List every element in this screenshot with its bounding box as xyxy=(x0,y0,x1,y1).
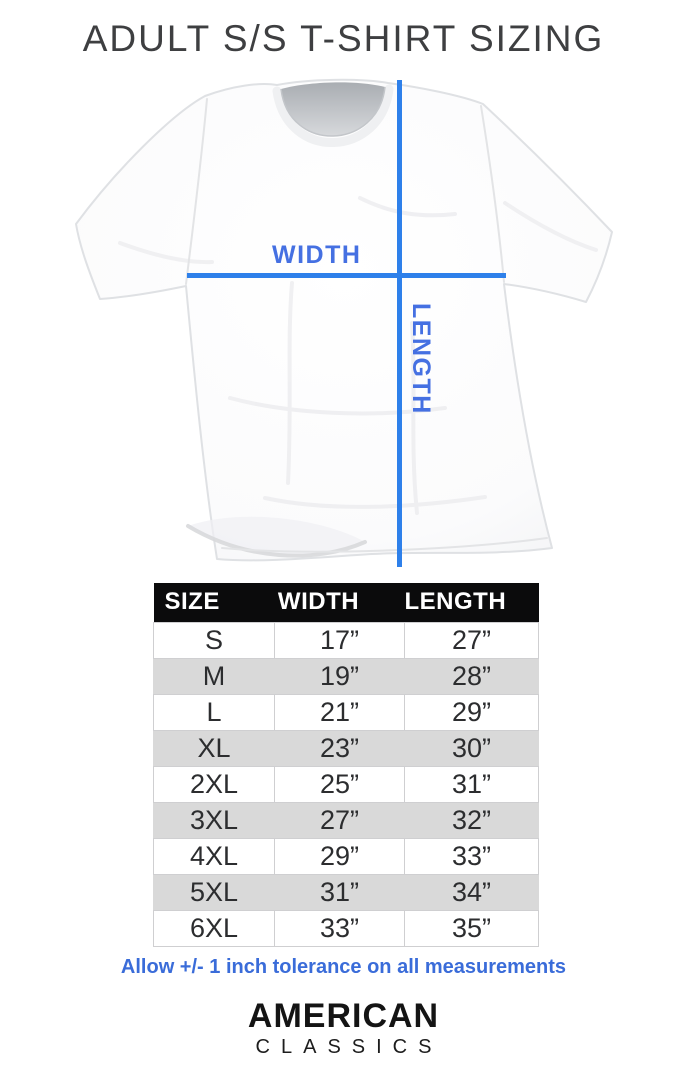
table-row: S 17” 27” xyxy=(153,621,539,659)
length-line xyxy=(397,80,402,567)
table-header-size: SIZE xyxy=(153,583,275,622)
width-cell: 23” xyxy=(274,729,405,767)
shirt-collar-opening xyxy=(281,82,385,137)
length-cell: 35” xyxy=(404,909,539,947)
width-cell: 21” xyxy=(274,693,405,731)
width-label: WIDTH xyxy=(272,241,362,269)
shirt-hem-fold xyxy=(188,516,365,556)
table-row: 5XL 31” 34” xyxy=(153,873,539,911)
length-label: LENGTH xyxy=(407,303,435,415)
length-cell: 32” xyxy=(404,801,539,839)
size-cell: 6XL xyxy=(153,909,275,947)
table-row: 3XL 27” 32” xyxy=(153,801,539,839)
shirt-collar-rim xyxy=(280,86,386,137)
tshirt-graphic xyxy=(75,78,613,562)
width-cell: 29” xyxy=(274,837,405,875)
width-cell: 27” xyxy=(274,801,405,839)
table-row: M 19” 28” xyxy=(153,657,539,695)
table-row: 6XL 33” 35” xyxy=(153,909,539,947)
length-cell: 29” xyxy=(404,693,539,731)
length-cell: 28” xyxy=(404,657,539,695)
width-cell: 25” xyxy=(274,765,405,803)
shirt-collar-band xyxy=(272,84,394,147)
size-cell: M xyxy=(153,657,275,695)
size-cell: S xyxy=(153,621,275,659)
shirt-seams xyxy=(185,98,548,553)
size-cell: 2XL xyxy=(153,765,275,803)
size-table: SIZE WIDTH LENGTH S 17” 27” M 19” 28” L xyxy=(153,583,539,947)
length-cell: 31” xyxy=(404,765,539,803)
length-cell: 27” xyxy=(404,621,539,659)
length-cell: 33” xyxy=(404,837,539,875)
width-line xyxy=(187,273,506,278)
table-row: 4XL 29” 33” xyxy=(153,837,539,875)
size-cell: 5XL xyxy=(153,873,275,911)
brand-name-primary: AMERICAN xyxy=(247,997,440,1035)
width-cell: 33” xyxy=(274,909,405,947)
length-cell: 34” xyxy=(404,873,539,911)
size-table-container: SIZE WIDTH LENGTH S 17” 27” M 19” 28” L xyxy=(153,583,539,947)
table-row: 2XL 25” 31” xyxy=(153,765,539,803)
width-cell: 31” xyxy=(274,873,405,911)
table-header-row: SIZE WIDTH LENGTH xyxy=(153,583,539,622)
table-header-length: LENGTH xyxy=(404,583,539,622)
page-title: ADULT S/S T-SHIRT SIZING xyxy=(82,18,605,59)
length-cell: 30” xyxy=(404,729,539,767)
table-row: L 21” 29” xyxy=(153,693,539,731)
shirt-wrinkles xyxy=(118,196,598,515)
table-row: XL 23” 30” xyxy=(153,729,539,767)
table-header-width: WIDTH xyxy=(274,583,405,622)
size-cell: XL xyxy=(153,729,275,767)
size-cell: 4XL xyxy=(153,837,275,875)
width-cell: 17” xyxy=(274,621,405,659)
size-cell: 3XL xyxy=(153,801,275,839)
size-cell: L xyxy=(153,693,275,731)
shirt-hem-fold-shadow xyxy=(186,524,367,558)
shirt-body xyxy=(75,78,613,562)
tolerance-note: Allow +/- 1 inch tolerance on all measur… xyxy=(120,956,567,978)
brand-name-secondary: CLASSICS xyxy=(255,1036,443,1058)
brand-logo: AMERICAN CLASSICS xyxy=(0,999,687,1057)
width-cell: 19” xyxy=(274,657,405,695)
